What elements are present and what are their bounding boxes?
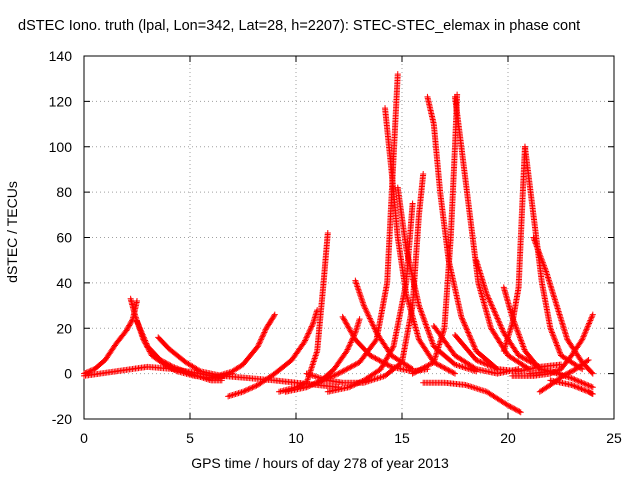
series-5-markers xyxy=(208,311,278,382)
y-axis-label: dSTEC / TECUs xyxy=(4,181,20,283)
y-tick-label: -20 xyxy=(52,411,72,427)
series-16 xyxy=(394,184,480,375)
series-23 xyxy=(420,379,524,416)
x-tick-label: 20 xyxy=(500,430,516,446)
y-tick-label: 60 xyxy=(56,230,72,246)
series-5 xyxy=(208,311,278,382)
y-tick-label: 0 xyxy=(64,366,72,382)
series-31-markers xyxy=(526,368,596,391)
series-21-markers xyxy=(452,332,543,375)
series-8-markers xyxy=(276,229,331,395)
x-tick-label: 5 xyxy=(186,430,194,446)
series-24 xyxy=(500,143,528,354)
series-21 xyxy=(452,332,543,375)
y-tick-label: 40 xyxy=(56,275,72,291)
x-tick-label: 0 xyxy=(80,430,88,446)
series-15 xyxy=(382,105,458,377)
series-24-markers xyxy=(500,143,528,354)
chart-title: dSTEC Iono. truth (lpal, Lon=342, Lat=28… xyxy=(18,18,581,34)
series-30-markers xyxy=(547,377,596,398)
y-tick-label: 140 xyxy=(49,48,73,64)
series-30 xyxy=(547,377,596,398)
series-15-markers xyxy=(382,105,458,377)
y-tick-label: 120 xyxy=(49,93,73,109)
series-25-markers xyxy=(521,143,586,373)
x-tick-label: 25 xyxy=(606,430,622,446)
y-tick-label: 100 xyxy=(49,139,73,155)
series-23-markers xyxy=(420,379,524,416)
x-axis-label: GPS time / hours of day 278 of year 2013 xyxy=(191,455,449,471)
y-tick-label: 20 xyxy=(56,320,72,336)
series-8 xyxy=(276,229,331,395)
y-tick-label: 80 xyxy=(56,184,72,200)
series-16-markers xyxy=(394,184,480,375)
series-14 xyxy=(352,277,416,373)
series-31 xyxy=(526,368,596,391)
x-tick-label: 15 xyxy=(394,430,410,446)
series-25 xyxy=(521,143,586,373)
series-14-markers xyxy=(352,277,416,373)
x-tick-label: 10 xyxy=(288,430,304,446)
